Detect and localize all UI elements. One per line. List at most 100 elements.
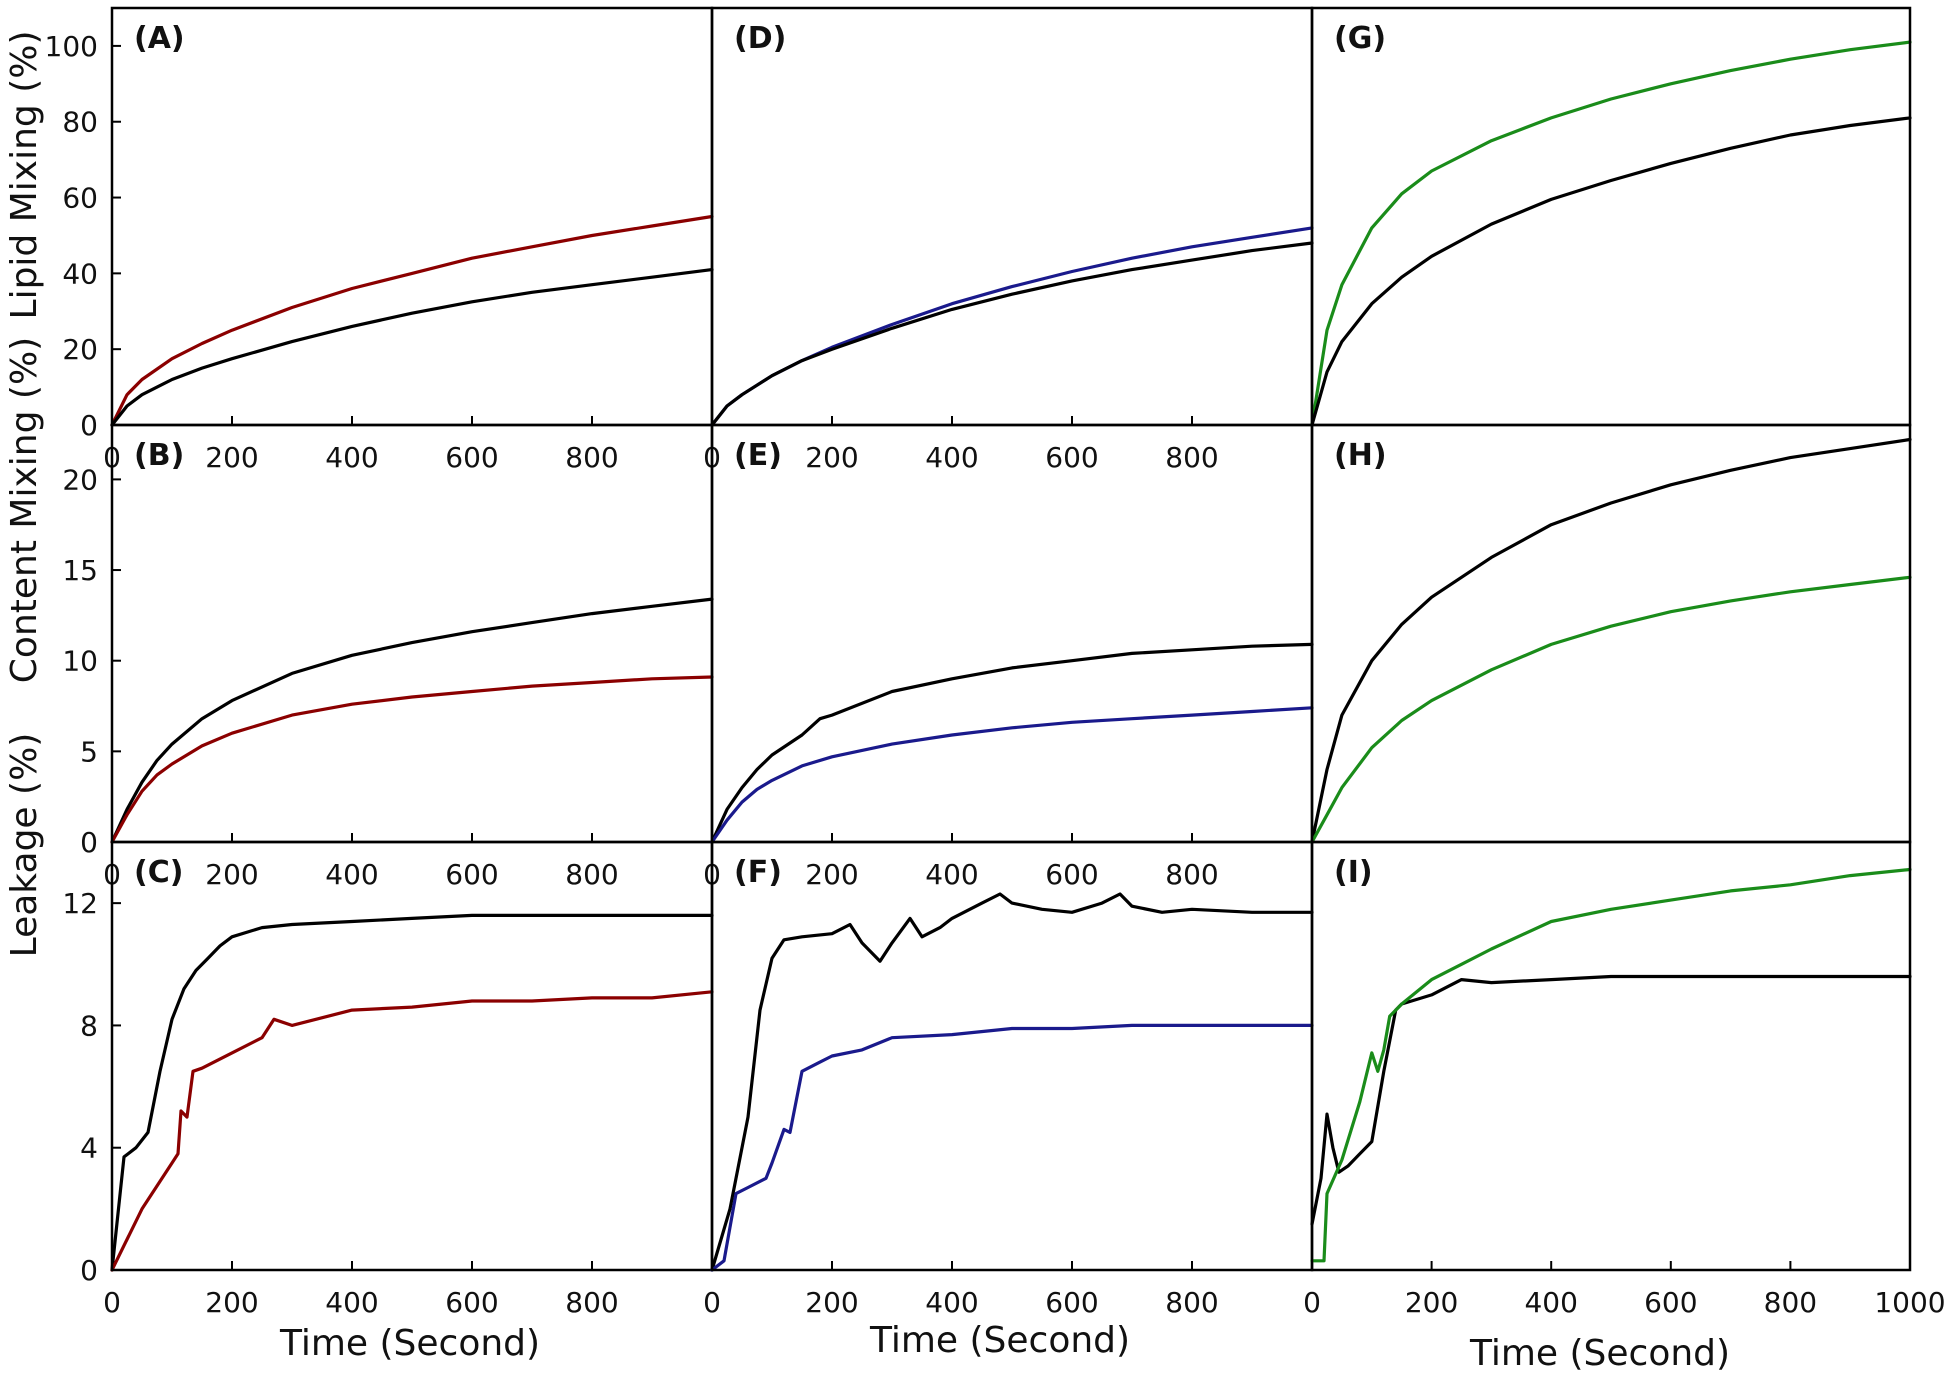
xtick-label-e: 400 xyxy=(925,858,978,891)
series-line-a-2 xyxy=(110,268,714,427)
ytick-label-c: 12 xyxy=(62,887,98,920)
panel-label-i: (I) xyxy=(1334,855,1373,890)
column-xlabel-1: Time (Second) xyxy=(279,1323,540,1364)
xtick-label-e: 600 xyxy=(1045,858,1098,891)
panel-label-b: (B) xyxy=(134,438,184,473)
ytick-label-c: 4 xyxy=(80,1132,98,1165)
xtick-label-c: 0 xyxy=(103,1286,121,1319)
series-line-a-1 xyxy=(110,214,714,427)
panel-c: 0 4 8 12 0 200 400 600 800 (C) xyxy=(62,840,714,1319)
ytick-label-a: 0 xyxy=(80,409,98,442)
panel-h: (H) xyxy=(1310,423,1912,844)
ytick-label-a: 60 xyxy=(62,182,98,215)
panel-label-c: (C) xyxy=(134,855,183,890)
series-line-h-1 xyxy=(1310,437,1912,844)
column-xlabel-3: Time (Second) xyxy=(1469,1333,1730,1374)
series-line-g-2 xyxy=(1310,116,1912,427)
ytick-label-c: 8 xyxy=(80,1009,98,1042)
xtick-label-e: 800 xyxy=(1165,858,1218,891)
xtick-label-f: 200 xyxy=(805,1286,858,1319)
plot-frame-f xyxy=(710,840,1314,1272)
plot-frame-a xyxy=(110,6,714,427)
panel-label-d: (D) xyxy=(734,21,786,56)
xtick-label-i: 400 xyxy=(1524,1286,1577,1319)
xtick-label-f: 600 xyxy=(1045,1286,1098,1319)
panel-i: 0 200 400 600 800 1000 (I) xyxy=(1303,840,1946,1319)
ytick-label-b: 10 xyxy=(62,645,98,678)
plot-frame-h xyxy=(1310,423,1912,844)
ytick-label-a: 40 xyxy=(62,257,98,290)
panel-g: (G) xyxy=(1310,6,1912,427)
panel-b: 0 5 10 15 200 200 400 600 800 (B) xyxy=(62,423,714,891)
panel-label-h: (H) xyxy=(1334,438,1387,473)
ytick-label-b: 15 xyxy=(62,554,98,587)
xtick-label-d: 400 xyxy=(925,441,978,474)
plot-frame-b xyxy=(110,423,714,844)
xtick-label-i: 0 xyxy=(1303,1286,1321,1319)
ytick-label-a: 100 xyxy=(45,30,98,63)
xtick-label-f: 800 xyxy=(1165,1286,1218,1319)
xtick-label-a: 200 xyxy=(205,441,258,474)
series-line-b-1 xyxy=(110,597,714,844)
xtick-label-e: 200 xyxy=(805,858,858,891)
xtick-label-i: 200 xyxy=(1405,1286,1458,1319)
ytick-label-a: 20 xyxy=(62,333,98,366)
plot-frame-d xyxy=(710,6,1314,427)
series-line-d-2 xyxy=(710,241,1314,427)
series-line-b-2 xyxy=(110,675,714,844)
plot-frame-g xyxy=(1310,6,1912,427)
panel-label-g: (G) xyxy=(1334,21,1386,56)
plot-frame-e xyxy=(710,423,1314,844)
series-line-f-1 xyxy=(710,892,1314,1272)
plot-frame-c xyxy=(110,840,714,1272)
xtick-label-b: 600 xyxy=(445,858,498,891)
series-line-i-1 xyxy=(1310,974,1912,1226)
xtick-label-d: 600 xyxy=(1045,441,1098,474)
series-line-c-1 xyxy=(110,913,714,1272)
panel-label-a: (A) xyxy=(134,21,185,56)
ytick-label-b: 5 xyxy=(80,735,98,768)
ytick-label-b: 20 xyxy=(62,463,98,496)
panel-label-f: (F) xyxy=(734,855,782,890)
series-line-h-2 xyxy=(1310,575,1912,844)
series-line-i-2 xyxy=(1310,867,1912,1263)
xtick-label-f: 0 xyxy=(703,1286,721,1319)
panel-label-e: (E) xyxy=(734,438,782,473)
xtick-label-a: 400 xyxy=(325,441,378,474)
series-line-e-2 xyxy=(710,706,1314,844)
xtick-label-i: 1000 xyxy=(1874,1286,1945,1319)
xtick-label-a: 600 xyxy=(445,441,498,474)
panel-d: 0 200 400 600 800(D) xyxy=(703,6,1314,474)
xtick-label-c: 600 xyxy=(445,1286,498,1319)
xtick-label-b: 200 xyxy=(205,858,258,891)
ytick-label-c: 0 xyxy=(80,1254,98,1287)
xtick-label-c: 200 xyxy=(205,1286,258,1319)
series-line-d-1 xyxy=(710,226,1314,427)
xtick-label-b: 800 xyxy=(565,858,618,891)
xtick-label-a: 800 xyxy=(565,441,618,474)
xtick-label-c: 800 xyxy=(565,1286,618,1319)
xtick-label-f: 400 xyxy=(925,1286,978,1319)
xtick-label-d: 800 xyxy=(1165,441,1218,474)
series-line-c-2 xyxy=(110,990,714,1272)
xtick-label-d: 200 xyxy=(805,441,858,474)
series-line-f-2 xyxy=(710,1023,1314,1272)
series-line-e-1 xyxy=(710,642,1314,844)
ytick-label-b: 0 xyxy=(80,826,98,859)
xtick-label-c: 400 xyxy=(325,1286,378,1319)
panel-e: 0 200 400 600 800(E) xyxy=(703,423,1314,891)
series-line-g-1 xyxy=(1310,40,1912,427)
row-ylabel-content: Content Mixing (%) xyxy=(4,337,45,683)
xtick-label-i: 600 xyxy=(1644,1286,1697,1319)
ytick-label-a: 80 xyxy=(62,106,98,139)
column-xlabel-2: Time (Second) xyxy=(869,1320,1130,1361)
panel-f: 0 200 400 600 800 (F) xyxy=(703,840,1314,1319)
plot-frame-i xyxy=(1310,840,1912,1272)
xtick-label-i: 800 xyxy=(1764,1286,1817,1319)
row-ylabel-lipid: Lipid Mixing (%) xyxy=(4,31,45,320)
xtick-label-b: 400 xyxy=(325,858,378,891)
row-ylabel-leakage: Leakage (%) xyxy=(4,733,45,958)
